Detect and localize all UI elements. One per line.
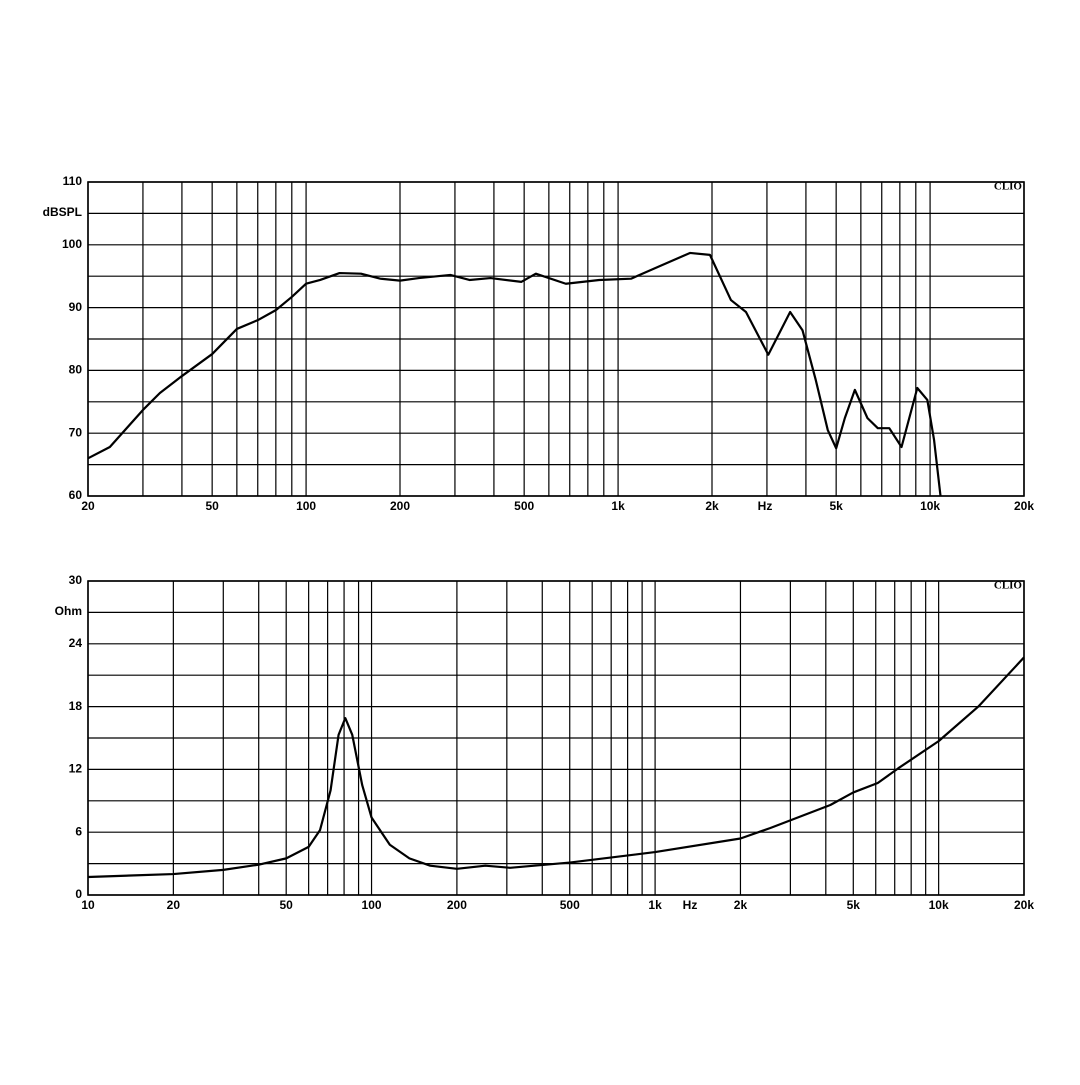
y-tick-label: 80 [69,363,83,377]
x-tick-label: 2k [705,499,719,513]
plot-frame [87,580,1025,896]
x-axis-label: Hz [683,898,698,912]
x-tick-label: 100 [362,898,382,912]
x-tick-label: 20 [167,898,181,912]
y-tick-label: 90 [69,300,83,314]
x-tick-label: 5k [847,898,861,912]
y-tick-label: 70 [69,425,83,439]
y-tick-label: 12 [69,762,83,776]
y-tick-label: 110 [63,174,83,188]
x-tick-label: 10 [81,898,95,912]
brand-label: CLIO [994,580,1023,592]
x-tick-label: 20k [1014,898,1034,912]
y-tick-label: 0 [75,887,82,901]
x-tick-label: 500 [514,499,534,513]
response-curve [87,656,1025,879]
y-tick-label: 100 [62,237,82,251]
x-tick-label: 1k [648,898,662,912]
x-tick-label: 200 [390,499,410,513]
x-tick-label: 20 [81,499,95,513]
y-axis-label: dBSPL [43,205,82,219]
x-tick-label: 50 [205,499,219,513]
x-tick-label: 1k [611,499,625,513]
y-tick-label: 60 [69,488,83,502]
x-tick-label: 2k [734,898,748,912]
x-tick-label: 500 [560,898,580,912]
x-tick-label: 10k [920,499,940,513]
x-tick-label: 100 [296,499,316,513]
x-tick-label: 5k [829,499,843,513]
y-tick-label: 6 [75,824,82,838]
x-tick-label: 10k [929,898,949,912]
y-tick-label: 30 [69,573,83,587]
brand-label: CLIO [994,181,1023,193]
y-tick-label: 24 [69,636,83,650]
y-axis-label: Ohm [55,604,82,618]
x-axis-label: Hz [758,499,773,513]
x-tick-label: 200 [447,898,467,912]
x-tick-label: 50 [280,898,294,912]
x-tick-label: 20k [1014,499,1034,513]
plot-frame [87,181,1025,497]
y-tick-label: 18 [69,699,83,713]
response-curve [87,251,942,497]
